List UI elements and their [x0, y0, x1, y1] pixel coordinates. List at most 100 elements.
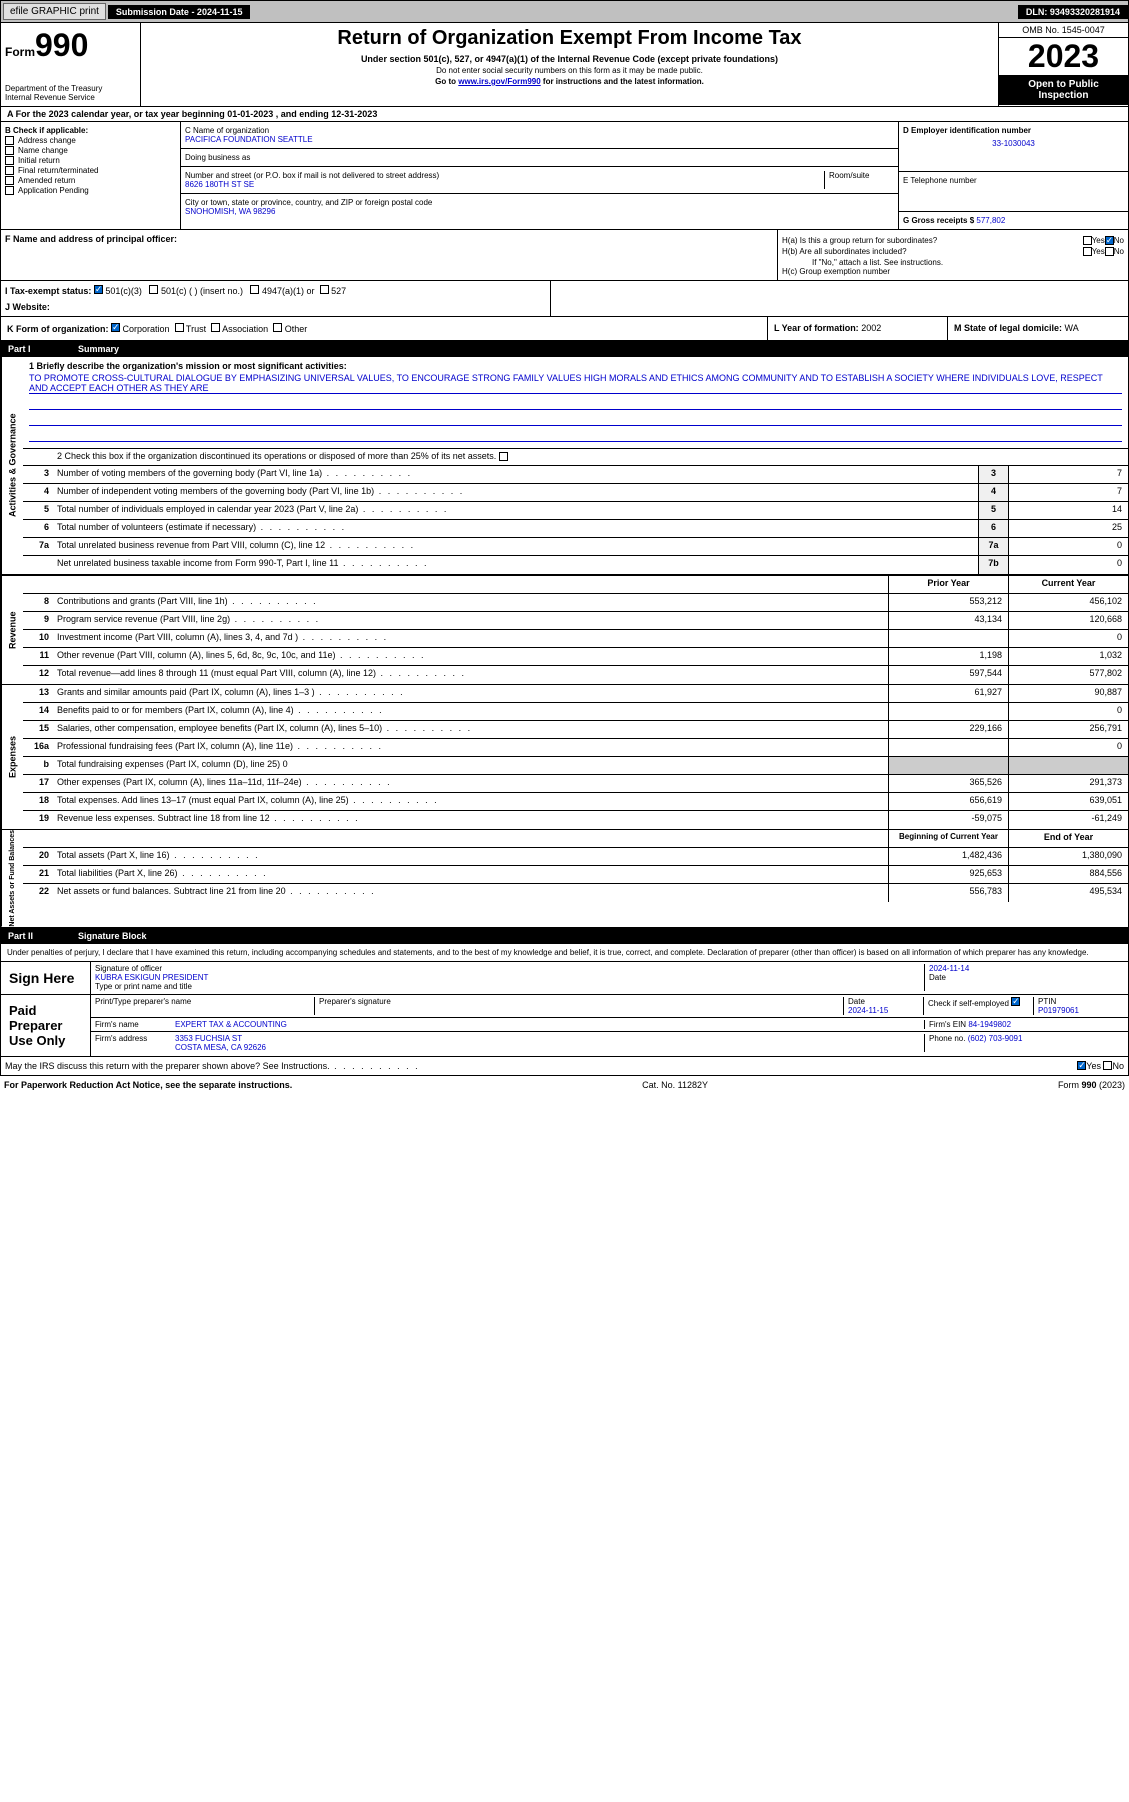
rev-blank-desc	[53, 576, 888, 593]
line-val: 0	[1008, 538, 1128, 555]
prep-date: 2024-11-15	[848, 1006, 923, 1015]
line-val-prior	[888, 630, 1008, 647]
line-val-current: 0	[1008, 630, 1128, 647]
preparer-sig-label: Preparer's signature	[315, 997, 844, 1015]
mission-blank2	[29, 412, 1122, 426]
cb-line2[interactable]	[499, 452, 508, 461]
line2-num	[23, 449, 53, 465]
section-k: K Form of organization: Corporation Trus…	[1, 317, 768, 340]
opt-trust: Trust	[186, 324, 206, 334]
cb-hb-no[interactable]	[1105, 247, 1114, 256]
line-num: 16a	[23, 739, 53, 756]
line-num: 12	[23, 666, 53, 684]
form-number: Form990	[5, 27, 136, 64]
data-row: 22 Net assets or fund balances. Subtract…	[23, 884, 1128, 902]
section-h: H(a) Is this a group return for subordin…	[778, 230, 1128, 280]
firm-ein-label: Firm's EIN	[929, 1020, 966, 1029]
ha-no: No	[1114, 236, 1124, 245]
line-val-prior: 365,526	[888, 775, 1008, 792]
cb-discuss-yes[interactable]	[1077, 1061, 1086, 1070]
addr-value: 8626 180TH ST SE	[185, 180, 824, 189]
cb-trust[interactable]	[175, 323, 184, 332]
line-num: 19	[23, 811, 53, 829]
line-val-prior: 553,212	[888, 594, 1008, 611]
cb-ha-no[interactable]	[1105, 236, 1114, 245]
line-box: 4	[978, 484, 1008, 501]
opt-initial-return: Initial return	[18, 156, 60, 165]
line-num: 9	[23, 612, 53, 629]
mission-blank1	[29, 396, 1122, 410]
hb-note: If "No," attach a list. See instructions…	[782, 258, 1124, 267]
cb-association[interactable]	[211, 323, 220, 332]
form990-link[interactable]: www.irs.gov/Form990	[458, 77, 540, 86]
opt-address-change: Address change	[18, 136, 76, 145]
line-desc: Total assets (Part X, line 16)	[53, 848, 888, 865]
domicile-label: M State of legal domicile:	[954, 323, 1062, 333]
firm-phone: (602) 703-9091	[968, 1034, 1023, 1043]
cb-name-change[interactable]	[5, 146, 14, 155]
firm-addr-label: Firm's address	[95, 1034, 175, 1052]
line-num: 14	[23, 703, 53, 720]
cb-final-return[interactable]	[5, 166, 14, 175]
line-val-prior: -59,075	[888, 811, 1008, 829]
cb-other[interactable]	[273, 323, 282, 332]
pra-notice: For Paperwork Reduction Act Notice, see …	[4, 1080, 292, 1090]
line-num: 5	[23, 502, 53, 519]
cb-amended-return[interactable]	[5, 176, 14, 185]
line-desc: Total number of individuals employed in …	[53, 502, 978, 519]
officer-label: F Name and address of principal officer:	[5, 234, 773, 244]
line-desc: Total expenses. Add lines 13–17 (must eq…	[53, 793, 888, 810]
paid-preparer-label: Paid Preparer Use Only	[1, 995, 91, 1056]
cb-501c3[interactable]	[94, 285, 103, 294]
line-num: 3	[23, 466, 53, 483]
cb-527[interactable]	[320, 285, 329, 294]
cb-address-change[interactable]	[5, 136, 14, 145]
governance-row: 7a Total unrelated business revenue from…	[23, 538, 1128, 556]
line-num: 11	[23, 648, 53, 665]
data-row: 15 Salaries, other compensation, employe…	[23, 721, 1128, 739]
cb-self-employed[interactable]	[1011, 997, 1020, 1006]
line-val-current: 0	[1008, 739, 1128, 756]
cb-hb-yes[interactable]	[1083, 247, 1092, 256]
line-desc: Net unrelated business taxable income fr…	[53, 556, 978, 574]
mission-text: TO PROMOTE CROSS-CULTURAL DIALOGUE BY EM…	[29, 373, 1122, 394]
ptin-label: PTIN	[1038, 997, 1124, 1006]
signature-section: Sign Here Signature of officer KUBRA ESK…	[0, 962, 1129, 1076]
data-row: 10 Investment income (Part VIII, column …	[23, 630, 1128, 648]
line-num: 10	[23, 630, 53, 647]
form-org-label: K Form of organization:	[7, 324, 109, 334]
cb-corporation[interactable]	[111, 323, 120, 332]
section-j: J Website:	[5, 302, 546, 312]
side-governance: Activities & Governance	[1, 357, 23, 574]
tax-exempt-label: I Tax-exempt status:	[5, 286, 91, 296]
cb-4947[interactable]	[250, 285, 259, 294]
cb-discuss-no[interactable]	[1103, 1061, 1112, 1070]
line-num: 22	[23, 884, 53, 902]
line-num	[23, 556, 53, 574]
addr-label: Number and street (or P.O. box if mail i…	[185, 171, 824, 180]
line-num: 13	[23, 685, 53, 702]
data-row: 19 Revenue less expenses. Subtract line …	[23, 811, 1128, 829]
cat-number: Cat. No. 11282Y	[642, 1080, 708, 1090]
net-blank-desc	[53, 830, 888, 847]
efile-print-button[interactable]: efile GRAPHIC print	[3, 3, 106, 20]
line-val-prior: 556,783	[888, 884, 1008, 902]
section-kl-row: K Form of organization: Corporation Trus…	[0, 317, 1129, 341]
goto-prefix: Go to	[435, 77, 458, 86]
line-num: 8	[23, 594, 53, 611]
ptin-value: P01979061	[1038, 1006, 1124, 1015]
cb-501c[interactable]	[149, 285, 158, 294]
section-b-label: B Check if applicable:	[5, 126, 176, 135]
submission-date: Submission Date - 2024-11-15	[108, 5, 251, 19]
line-val-prior	[888, 703, 1008, 720]
cb-initial-return[interactable]	[5, 156, 14, 165]
firm-ein: 84-1949802	[968, 1020, 1011, 1029]
firm-addr2: COSTA MESA, CA 92626	[175, 1043, 924, 1052]
data-row: 8 Contributions and grants (Part VIII, l…	[23, 594, 1128, 612]
cb-app-pending[interactable]	[5, 186, 14, 195]
section-i: I Tax-exempt status: 501(c)(3) 501(c) ( …	[5, 285, 546, 296]
phone-label: E Telephone number	[903, 176, 1124, 185]
cb-ha-yes[interactable]	[1083, 236, 1092, 245]
sign-date: 2024-11-14	[929, 964, 1124, 973]
sign-here-label: Sign Here	[1, 962, 91, 994]
